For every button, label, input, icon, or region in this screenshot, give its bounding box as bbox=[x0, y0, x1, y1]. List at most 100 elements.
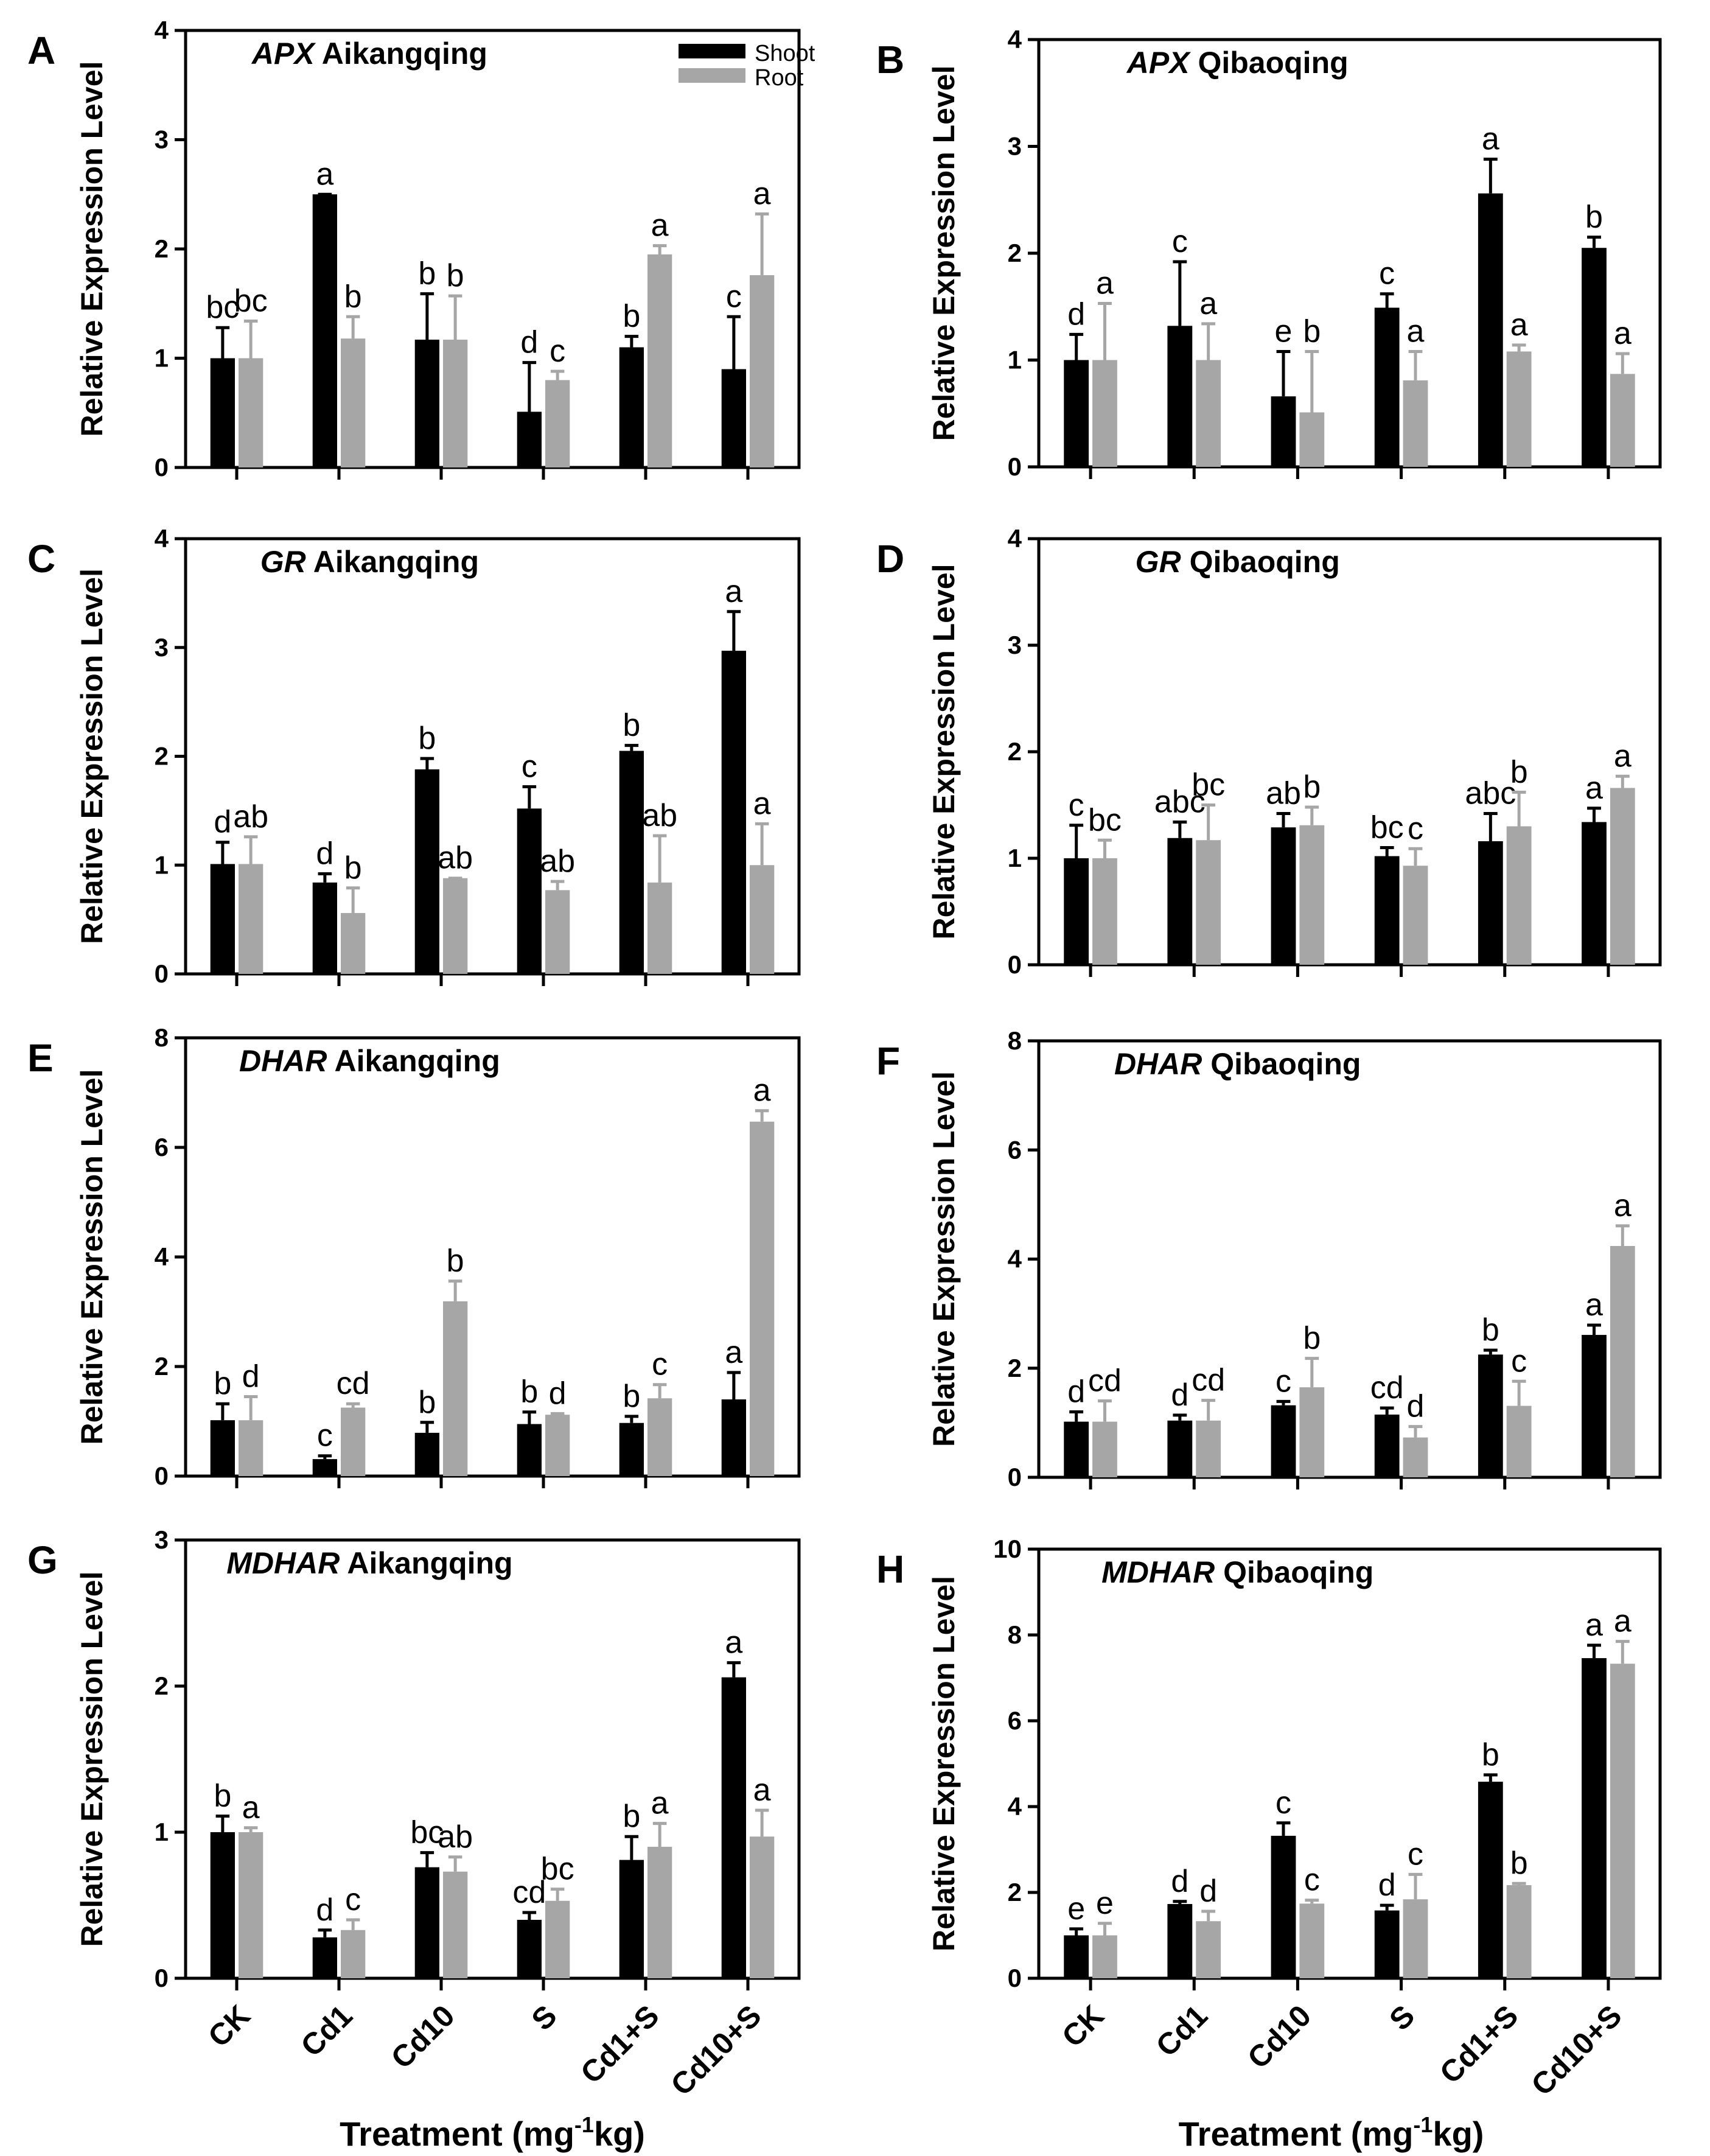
bar-shoot bbox=[619, 347, 644, 467]
y-tick-label: 3 bbox=[1008, 132, 1022, 161]
bar-shoot bbox=[1582, 822, 1607, 965]
panel-letter: H bbox=[876, 1547, 904, 1591]
significance-label: a bbox=[1096, 265, 1114, 301]
gene-name: GR bbox=[260, 545, 306, 579]
significance-label: b bbox=[1303, 1321, 1321, 1356]
bar-root bbox=[1403, 1899, 1428, 1978]
significance-label: ab bbox=[233, 799, 268, 835]
y-axis-label: Relative Expression Level bbox=[75, 1572, 109, 1947]
significance-label: d bbox=[1199, 1874, 1217, 1909]
panel-title: APX Qibaoqing bbox=[1126, 46, 1349, 80]
significance-label: b bbox=[418, 721, 436, 756]
significance-label: a bbox=[1585, 1608, 1603, 1643]
bar-root bbox=[1610, 1245, 1635, 1477]
x-category-label: S bbox=[1383, 1998, 1421, 2037]
significance-label: b bbox=[418, 256, 436, 292]
x-category-label: Cd1 bbox=[294, 1998, 358, 2063]
significance-label: d bbox=[1407, 1389, 1425, 1424]
bar-shoot bbox=[210, 1420, 235, 1476]
significance-label: d bbox=[1171, 1864, 1188, 1899]
plot-frame bbox=[184, 537, 801, 976]
significance-label: d bbox=[316, 1892, 333, 1928]
bar-root bbox=[443, 1871, 468, 1978]
y-tick-label: 2 bbox=[1008, 1354, 1022, 1382]
significance-label: bc bbox=[1370, 810, 1404, 845]
gene-name: APX bbox=[1126, 46, 1191, 80]
significance-label: b bbox=[1303, 313, 1321, 349]
panel-title: GR Qibaoqing bbox=[1136, 545, 1340, 579]
bar-shoot bbox=[517, 1424, 542, 1476]
gene-name: MDHAR bbox=[226, 1546, 340, 1580]
y-tick-label: 4 bbox=[1008, 524, 1022, 553]
bar-shoot bbox=[1271, 1405, 1296, 1477]
y-tick-label: 4 bbox=[155, 524, 169, 553]
gene-name: MDHAR bbox=[1101, 1555, 1215, 1589]
panel-letter: G bbox=[27, 1538, 58, 1582]
significance-label: b bbox=[520, 1374, 538, 1410]
bar-shoot bbox=[414, 769, 439, 974]
bar-shoot bbox=[1064, 858, 1089, 965]
bar-shoot bbox=[1374, 1910, 1400, 1978]
plot-frame bbox=[1037, 1547, 1662, 1980]
panel-title: DHAR Qibaoqing bbox=[1114, 1047, 1361, 1081]
cultivar-name: Aikangqing bbox=[327, 1044, 500, 1078]
y-tick-label: 0 bbox=[1008, 452, 1022, 481]
bar-shoot bbox=[1167, 1904, 1193, 1978]
panel-letter: E bbox=[27, 1036, 54, 1080]
panel-letter: A bbox=[27, 29, 55, 72]
bar-root bbox=[1403, 1437, 1428, 1477]
significance-label: c bbox=[1511, 1343, 1527, 1379]
significance-label: c bbox=[1276, 1363, 1291, 1399]
cultivar-name: Aikangqing bbox=[340, 1546, 512, 1580]
y-axis-label: Relative Expression Level bbox=[75, 61, 109, 437]
bar-root bbox=[1506, 351, 1532, 467]
significance-label: a bbox=[753, 1773, 771, 1808]
y-tick-label: 0 bbox=[1008, 950, 1022, 979]
bar-shoot bbox=[721, 651, 746, 974]
y-tick-label: 4 bbox=[1008, 1245, 1022, 1273]
y-tick-label: 8 bbox=[1008, 1620, 1022, 1649]
x-category-label: Cd10 bbox=[1241, 1998, 1317, 2075]
bar-shoot bbox=[414, 1432, 439, 1476]
bar-shoot bbox=[1374, 1414, 1400, 1477]
significance-label: a bbox=[1585, 1287, 1603, 1323]
x-axis-title: Treatment (mg-1kg) bbox=[340, 2112, 645, 2153]
significance-label: c bbox=[1069, 788, 1084, 823]
significance-label: c bbox=[652, 1347, 668, 1382]
gene-name: DHAR bbox=[239, 1044, 327, 1078]
bar-root bbox=[1092, 1421, 1117, 1477]
bar-root bbox=[1196, 1420, 1221, 1477]
panel-title: MDHAR Qibaoqing bbox=[1101, 1555, 1373, 1589]
bar-root bbox=[1506, 1885, 1532, 1978]
x-category-label: CK bbox=[1055, 1998, 1111, 2054]
significance-label: b bbox=[1303, 769, 1321, 805]
bar-root bbox=[1610, 1664, 1635, 1978]
plot-frame bbox=[184, 1538, 801, 1980]
significance-label: c bbox=[1304, 1863, 1320, 1898]
bar-shoot bbox=[414, 339, 439, 467]
x-category-label: Cd1+S bbox=[1433, 1998, 1525, 2090]
significance-label: a bbox=[1199, 286, 1217, 321]
panel-letter: B bbox=[876, 38, 904, 82]
legend-label-shoot: Shoot bbox=[755, 41, 815, 66]
y-tick-label: 2 bbox=[155, 742, 169, 771]
significance-label: b bbox=[447, 1244, 464, 1279]
y-tick-label: 3 bbox=[155, 633, 169, 662]
significance-label: d bbox=[214, 805, 231, 840]
bar-root bbox=[443, 878, 468, 974]
y-tick-label: 2 bbox=[1008, 239, 1022, 267]
x-axis-title-main: Treatment (mg bbox=[340, 2115, 574, 2153]
bar-shoot bbox=[517, 808, 542, 974]
bar-shoot bbox=[721, 1399, 746, 1476]
plot-frame bbox=[184, 29, 801, 469]
bar-root bbox=[647, 1847, 672, 1978]
y-axis-label: Relative Expression Level bbox=[927, 1576, 961, 1951]
panel-title: APX Aikangqing bbox=[251, 37, 487, 71]
bar-root bbox=[545, 890, 570, 974]
bar-root bbox=[1506, 1405, 1532, 1477]
panel-title: GR Aikangqing bbox=[260, 545, 479, 579]
y-tick-label: 4 bbox=[1008, 1792, 1022, 1821]
significance-label: b bbox=[344, 279, 362, 314]
